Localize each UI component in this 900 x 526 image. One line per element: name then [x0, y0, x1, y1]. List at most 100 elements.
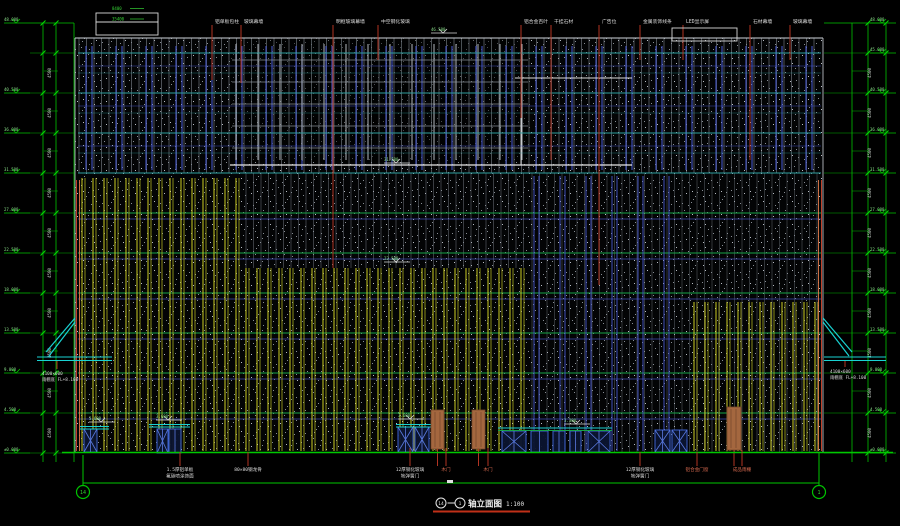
level-flag-left [11, 88, 21, 94]
dim-tick [40, 290, 46, 296]
dim-tick [53, 50, 59, 56]
dim-text: 4500 [867, 187, 872, 198]
ground-mark [447, 480, 453, 483]
dim-text: 4500 [867, 307, 872, 318]
level-flag-right [877, 88, 887, 94]
legend-box [95, 21, 159, 36]
level-flag-left-text: 9.000 [4, 367, 17, 372]
dim-text: 4500 [47, 267, 52, 278]
dim-tick [865, 250, 871, 256]
level-flag-facade [163, 415, 173, 421]
level-flag-facade-text: 3.600 [156, 414, 169, 419]
canopy-label: 雨棚底 FL+8.100 [830, 374, 867, 381]
title-axis-right: 1 [459, 501, 462, 507]
level-flag-right [877, 408, 887, 414]
dim-text: 4500 [867, 347, 872, 358]
level-flag-left-text: 31.500 [4, 167, 19, 172]
level-flag-left-text: 13.500 [4, 327, 19, 332]
dim-text: 4500 [47, 427, 52, 438]
bottom-label: 氟碳喷涂饰面 [166, 473, 194, 480]
bottom-label: 12厚钢化玻璃 [626, 466, 655, 473]
level-flag-left [11, 128, 21, 134]
dim-tick [40, 50, 46, 56]
grid-bubble-right: 1 [811, 484, 827, 500]
legend-note: 8400 [112, 6, 122, 11]
level-flag-left-text: 27.000 [4, 207, 19, 212]
level-flag-left [11, 368, 21, 374]
storefront-brace [654, 429, 671, 453]
dim-tick [53, 20, 59, 26]
dim-text: 4500 [47, 187, 52, 198]
level-flag-left [11, 408, 21, 414]
level-flag-facade-text: 3.600 [89, 416, 102, 421]
dim-text: 4500 [867, 267, 872, 278]
level-flag-right [877, 18, 887, 24]
level-flag-right [877, 208, 887, 214]
level-flag-facade [96, 417, 106, 423]
level-flag-left-text: ±0.000 [4, 447, 19, 452]
dim-tick [865, 370, 871, 376]
storefront-brace [156, 428, 169, 454]
bottom-label: 地弹簧门 [401, 473, 420, 480]
canopy-label: 4100×600 [42, 371, 63, 377]
level-flag-right-text: 13.500 [870, 327, 885, 332]
dim-tick [53, 210, 59, 216]
dim-tick [865, 290, 871, 296]
level-flag-left-text: 40.500 [4, 87, 19, 92]
grid-bubble-left: 14 [75, 484, 91, 500]
dim-text: 4500 [867, 387, 872, 398]
level-flag-right-text: 36.000 [870, 127, 885, 132]
canopy [48, 321, 76, 357]
level-flag-left [11, 18, 21, 24]
level-flag-facade-text: 46.500 [431, 27, 446, 32]
bottom-label: 成品雨棚 [733, 466, 752, 473]
dim-tick [40, 370, 46, 376]
level-flag-right [877, 128, 887, 134]
level-flag-facade [571, 419, 581, 425]
material-label: 铝合金百叶 [524, 18, 548, 25]
dim-tick [40, 250, 46, 256]
level-flag-right-text: 48.000 [870, 17, 885, 22]
dim-tick [53, 90, 59, 96]
material-label: 金属装饰线条 [643, 18, 672, 25]
level-flag-right-text: 31.500 [870, 167, 885, 172]
level-flag-left-text: 4.500 [4, 407, 17, 412]
level-flag-left-text: 36.000 [4, 127, 19, 132]
dim-tick [865, 210, 871, 216]
facade-stipple [75, 38, 823, 452]
bottom-label: 80×80钢龙骨 [234, 466, 262, 473]
level-flag-right-text: 4.500 [870, 407, 883, 412]
dim-text: 4500 [867, 107, 872, 118]
dim-tick [40, 90, 46, 96]
level-flag-left-text: 48.000 [4, 17, 19, 22]
grid-bubble-right-label: 1 [817, 490, 820, 496]
level-flag-left-text: 18.000 [4, 287, 19, 292]
dim-tick [40, 130, 46, 136]
dim-tick [865, 330, 871, 336]
material-label: 干挂石材 [554, 18, 573, 25]
level-flag-facade-text: 22.500 [384, 256, 399, 261]
dim-tick [53, 330, 59, 336]
level-flag-facade [438, 28, 448, 34]
level-flag-right [877, 328, 887, 334]
drawing-title: 14 1 轴立面图 1:100 [433, 497, 530, 513]
dim-text: 4500 [47, 147, 52, 158]
level-flag-right-text: 27.000 [870, 207, 885, 212]
level-flag-right-text: 22.500 [870, 247, 885, 252]
material-label: 中空钢化玻璃 [381, 18, 410, 25]
storefront-brace [414, 426, 430, 453]
level-flag-left [11, 328, 21, 334]
storefront-brace [501, 430, 527, 453]
level-flag-left [11, 168, 21, 174]
dim-tick [53, 410, 59, 416]
material-label: 铝单板包柱 [215, 18, 239, 25]
level-flag-left [11, 288, 21, 294]
level-flag-facade [405, 414, 415, 420]
dim-text: 4500 [867, 147, 872, 158]
dim-tick [40, 330, 46, 336]
legend-box [671, 27, 738, 42]
canopy [822, 317, 853, 353]
material-label: 广告位 [602, 18, 617, 25]
